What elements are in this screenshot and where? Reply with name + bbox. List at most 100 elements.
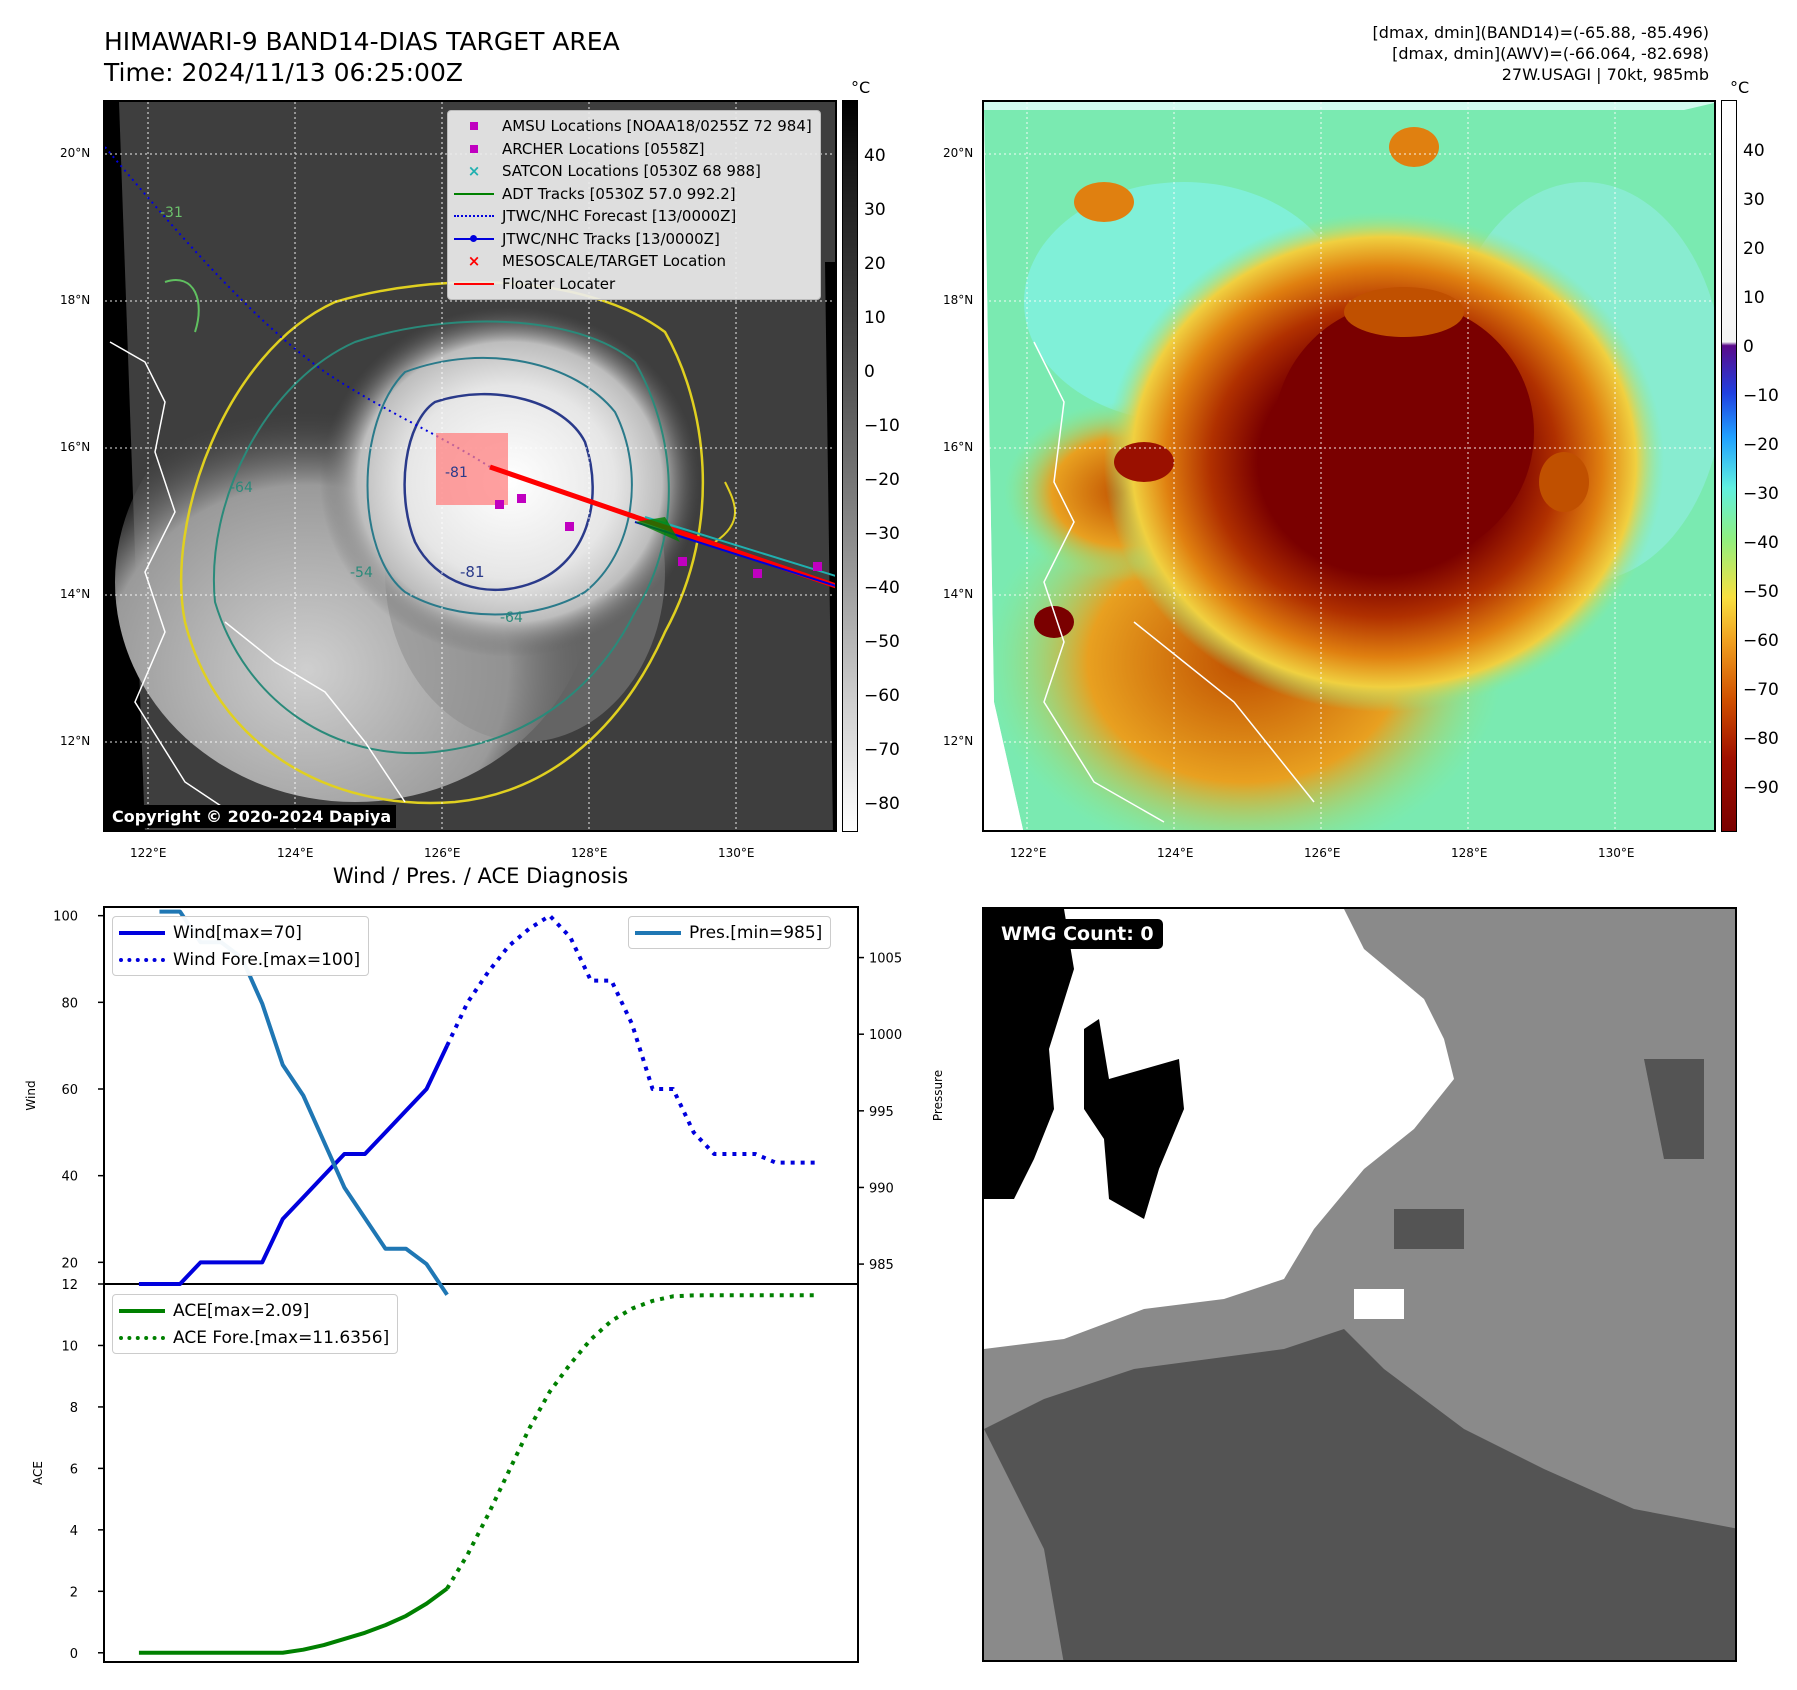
wind-legend: Wind[max=70] Wind Fore.[max=100] bbox=[112, 916, 370, 976]
pressure-tick-label: 995 bbox=[869, 1105, 894, 1120]
ir-cb-tick: −70 bbox=[864, 740, 900, 760]
awv-cb-tick: −20 bbox=[1743, 435, 1779, 455]
ir-cb-tick: 40 bbox=[864, 146, 886, 166]
pressure-axis-label: Pressure bbox=[931, 1070, 945, 1121]
dotted-line-icon bbox=[454, 208, 494, 224]
awv-lat-18: 18°N bbox=[943, 293, 974, 307]
pressure-tick-label: 1005 bbox=[869, 952, 902, 967]
ace-tick-label: 6 bbox=[70, 1462, 78, 1477]
contour-label-5: -64 bbox=[500, 610, 523, 626]
legend-pressure: Pres.[min=985] bbox=[635, 919, 822, 946]
awv-colorbar bbox=[1721, 100, 1737, 832]
ir-cb-tick: −10 bbox=[864, 416, 900, 436]
ace-tick-label: 4 bbox=[70, 1524, 78, 1539]
contour-label-1: -31 bbox=[160, 205, 183, 221]
awv-map-image bbox=[984, 102, 1714, 830]
contour-label-3: -54 bbox=[350, 565, 373, 581]
storm-info: [dmax, dmin](BAND14)=(-65.88, -85.496) [… bbox=[1373, 22, 1709, 85]
legend-ace-forecast: ACE Fore.[max=11.6356] bbox=[119, 1324, 389, 1351]
pressure-legend: Pres.[min=985] bbox=[628, 916, 832, 949]
awv-cb-tick: −50 bbox=[1743, 582, 1779, 602]
legend-item-target: × MESOSCALE/TARGET Location bbox=[454, 250, 812, 273]
legend-item-forecast: JTWC/NHC Forecast [13/0000Z] bbox=[454, 205, 812, 228]
square-marker-icon bbox=[454, 141, 494, 157]
ir-map-panel: -31 -64 -54 -81 -64 -81 AMSU Locations [… bbox=[103, 100, 837, 832]
diagnosis-chart: 1008060402010051000995990985121086420Win… bbox=[24, 906, 945, 1663]
solid-line-icon bbox=[635, 928, 681, 938]
awv-cb-tick: 20 bbox=[1743, 239, 1765, 259]
awv-colorbar-unit: °C bbox=[1730, 78, 1750, 97]
awv-cb-tick: −30 bbox=[1743, 484, 1779, 504]
ir-lat-14: 14°N bbox=[60, 587, 91, 601]
dot-line-icon bbox=[454, 231, 494, 247]
contour-label-4: -81 bbox=[460, 563, 485, 581]
awv-lat-12: 12°N bbox=[943, 734, 974, 748]
ace-tick-label: 8 bbox=[70, 1401, 78, 1416]
ir-lat-16: 16°N bbox=[60, 440, 91, 454]
awv-cb-tick: 30 bbox=[1743, 190, 1765, 210]
solid-line-icon bbox=[454, 186, 494, 202]
ace-line bbox=[138, 1586, 449, 1655]
ir-cb-tick: 30 bbox=[864, 200, 886, 220]
ace-legend: ACE[max=2.09] ACE Fore.[max=11.6356] bbox=[112, 1294, 399, 1354]
dotted-line-icon bbox=[119, 955, 165, 965]
awv-lon-128: 128°E bbox=[1451, 846, 1488, 860]
pressure-tick-label: 990 bbox=[869, 1181, 894, 1196]
wind-tick-label: 80 bbox=[61, 996, 78, 1011]
awv-cb-tick: 10 bbox=[1743, 288, 1765, 308]
x-marker-icon: × bbox=[467, 162, 481, 181]
ir-cb-tick: −80 bbox=[864, 794, 900, 814]
ir-lat-12: 12°N bbox=[60, 734, 91, 748]
ir-cb-tick: −30 bbox=[864, 524, 900, 544]
legend-wind: Wind[max=70] bbox=[119, 919, 360, 946]
legend-item-adt: ADT Tracks [0530Z 57.0 992.2] bbox=[454, 183, 812, 206]
storm-id: 27W.USAGI | 70kt, 985mb bbox=[1501, 65, 1709, 84]
ir-cb-tick: 10 bbox=[864, 308, 886, 328]
figure-title: HIMAWARI-9 BAND14-DIAS TARGET AREA Time:… bbox=[104, 26, 620, 88]
legend-item-floater: Floater Locater bbox=[454, 273, 812, 296]
ir-lat-20: 20°N bbox=[60, 146, 91, 160]
legend-ace: ACE[max=2.09] bbox=[119, 1297, 389, 1324]
awv-cb-tick: −70 bbox=[1743, 680, 1779, 700]
awv-lon-130: 130°E bbox=[1598, 846, 1635, 860]
band14-range: [dmax, dmin](BAND14)=(-65.88, -85.496) bbox=[1372, 23, 1709, 42]
ir-cb-tick: −40 bbox=[864, 578, 900, 598]
ir-colorbar bbox=[842, 100, 858, 832]
awv-lat-14: 14°N bbox=[943, 587, 974, 601]
diagnosis-title: Wind / Pres. / ACE Diagnosis bbox=[332, 864, 629, 888]
wind-forecast-line bbox=[445, 913, 817, 1165]
title-line-2: Time: 2024/11/13 06:25:00Z bbox=[104, 58, 463, 87]
ir-cb-tick: −60 bbox=[864, 686, 900, 706]
pressure-tick-label: 985 bbox=[869, 1258, 894, 1273]
wmg-panel: WMG Count: 0 bbox=[982, 907, 1737, 1662]
ir-lon-124: 124°E bbox=[277, 846, 314, 860]
ace-tick-label: 10 bbox=[61, 1339, 78, 1354]
ir-cb-tick: 20 bbox=[864, 254, 886, 274]
wind-tick-label: 100 bbox=[53, 910, 78, 925]
legend-item-archer: ARCHER Locations [0558Z] bbox=[454, 138, 812, 161]
red-line-icon bbox=[454, 276, 494, 292]
wind-tick-label: 20 bbox=[61, 1256, 78, 1271]
legend-item-tracks: JTWC/NHC Tracks [13/0000Z] bbox=[454, 228, 812, 251]
solid-line-icon bbox=[119, 1306, 165, 1316]
ace-forecast-line bbox=[445, 1293, 817, 1590]
awv-map-panel bbox=[982, 100, 1716, 832]
ir-cb-tick: −20 bbox=[864, 470, 900, 490]
dotted-line-icon bbox=[119, 1333, 165, 1343]
contour-label-2: -64 bbox=[230, 480, 253, 496]
map-legend: AMSU Locations [NOAA18/0255Z 72 984] ARC… bbox=[447, 110, 821, 300]
square-marker-icon bbox=[454, 118, 494, 134]
red-x-icon: × bbox=[467, 252, 481, 271]
awv-cb-tick: −10 bbox=[1743, 386, 1779, 406]
ace-tick-label: 2 bbox=[70, 1585, 78, 1600]
contour-label-6: -81 bbox=[445, 465, 468, 481]
ir-cb-tick: 0 bbox=[864, 362, 875, 382]
awv-lat-16: 16°N bbox=[943, 440, 974, 454]
legend-item-amsu: AMSU Locations [NOAA18/0255Z 72 984] bbox=[454, 115, 812, 138]
wmg-count-badge: WMG Count: 0 bbox=[992, 919, 1163, 949]
ir-lon-130: 130°E bbox=[718, 846, 755, 860]
wind-tick-label: 40 bbox=[61, 1170, 78, 1185]
ace-tick-label: 0 bbox=[70, 1647, 78, 1662]
awv-cb-tick: −40 bbox=[1743, 533, 1779, 553]
ir-colorbar-unit: °C bbox=[851, 78, 871, 97]
